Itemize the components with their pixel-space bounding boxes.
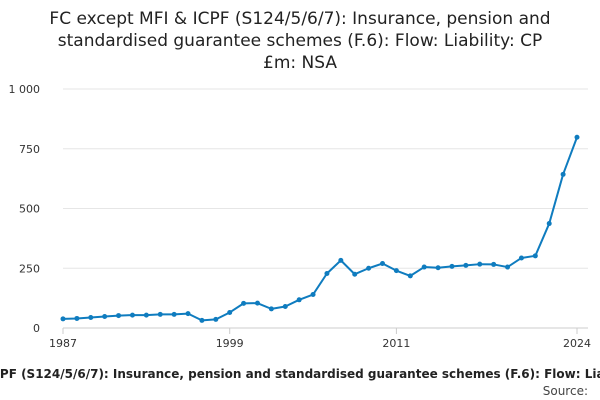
data-point[interactable] bbox=[491, 261, 497, 267]
chart-title-line: FC except MFI & ICPF (S124/5/6/7): Insur… bbox=[49, 9, 550, 29]
data-point[interactable] bbox=[560, 171, 566, 177]
data-point[interactable] bbox=[88, 314, 94, 320]
data-point[interactable] bbox=[421, 264, 427, 270]
data-point[interactable] bbox=[338, 257, 344, 263]
data-point[interactable] bbox=[435, 265, 441, 271]
y-tick-label: 0 bbox=[33, 322, 40, 335]
data-point[interactable] bbox=[505, 264, 511, 270]
data-point[interactable] bbox=[268, 306, 274, 312]
x-tick-label: 1999 bbox=[216, 337, 244, 350]
y-gridlines bbox=[63, 88, 588, 269]
series-layer bbox=[60, 134, 580, 323]
chart-title-line: standardised guarantee schemes (F.6): Fl… bbox=[58, 31, 543, 51]
series-line bbox=[62, 136, 578, 322]
data-point[interactable] bbox=[129, 312, 135, 318]
x-tick-label: 1987 bbox=[49, 337, 77, 350]
data-point[interactable] bbox=[518, 255, 524, 261]
legend-series-label: FC except MFI & ICPF (S124/5/6/7): Insur… bbox=[0, 367, 600, 381]
data-point[interactable] bbox=[102, 314, 108, 320]
data-point[interactable] bbox=[310, 292, 316, 298]
data-point[interactable] bbox=[532, 253, 538, 259]
data-point[interactable] bbox=[227, 309, 233, 315]
y-tick-label: 1 000 bbox=[9, 83, 41, 96]
data-point[interactable] bbox=[254, 300, 260, 306]
source-label: Source: bbox=[543, 384, 588, 398]
data-point[interactable] bbox=[324, 271, 330, 277]
y-tick-label: 750 bbox=[19, 143, 40, 156]
data-point[interactable] bbox=[380, 260, 386, 266]
data-point[interactable] bbox=[60, 316, 66, 322]
data-point[interactable] bbox=[116, 313, 122, 319]
data-point[interactable] bbox=[352, 271, 358, 277]
data-point[interactable] bbox=[282, 303, 288, 309]
data-point[interactable] bbox=[199, 317, 205, 323]
data-point[interactable] bbox=[171, 311, 177, 317]
data-point[interactable] bbox=[574, 134, 580, 140]
data-point[interactable] bbox=[393, 268, 399, 274]
y-tick-label: 500 bbox=[19, 203, 40, 216]
data-point[interactable] bbox=[74, 315, 80, 321]
chart-title-line: £m: NSA bbox=[263, 53, 337, 73]
data-point[interactable] bbox=[296, 297, 302, 303]
data-point[interactable] bbox=[407, 273, 413, 279]
x-axis-ticks: 1987 1999 2011 2024 bbox=[49, 328, 591, 350]
data-point[interactable] bbox=[366, 265, 372, 271]
x-tick-label: 2024 bbox=[563, 337, 591, 350]
chart-title: FC except MFI & ICPF (S124/5/6/7): Insur… bbox=[49, 9, 550, 73]
data-point[interactable] bbox=[477, 261, 483, 267]
y-tick-label: 250 bbox=[19, 262, 40, 275]
y-axis-tick-labels: 0 250 500 750 1 000 bbox=[9, 83, 41, 335]
data-point[interactable] bbox=[546, 221, 552, 227]
x-tick-label: 2011 bbox=[382, 337, 410, 350]
data-point[interactable] bbox=[449, 263, 455, 269]
data-point[interactable] bbox=[143, 312, 149, 318]
data-point[interactable] bbox=[463, 262, 469, 268]
data-point[interactable] bbox=[241, 300, 247, 306]
data-point[interactable] bbox=[185, 311, 191, 317]
data-point[interactable] bbox=[157, 311, 163, 317]
data-point[interactable] bbox=[213, 316, 219, 322]
